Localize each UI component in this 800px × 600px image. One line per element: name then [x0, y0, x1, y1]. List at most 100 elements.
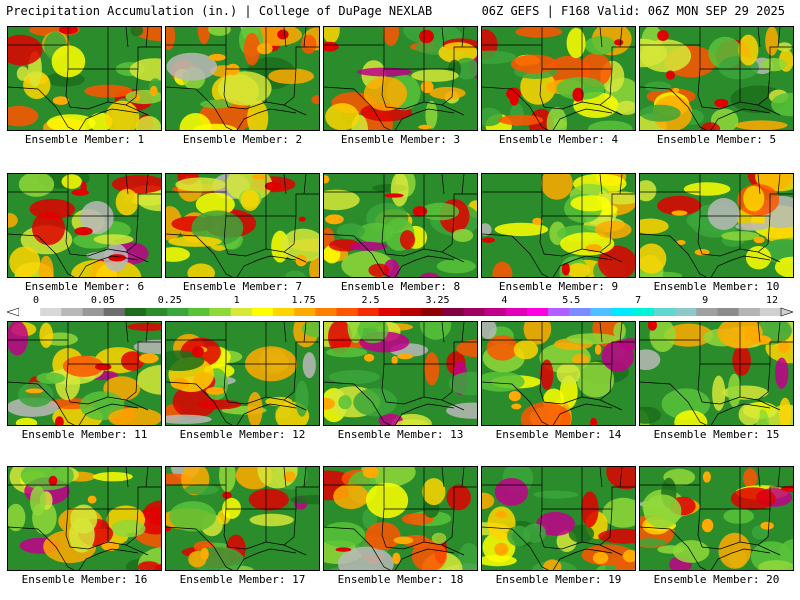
precip-map [165, 466, 320, 571]
colorbar-swatch [40, 308, 62, 316]
ensemble-member-label: Ensemble Member: 17 [179, 573, 306, 586]
colorbar-swatch [378, 308, 401, 316]
ensemble-member-label: Ensemble Member: 15 [653, 428, 780, 441]
colorbar-swatch [82, 308, 104, 316]
precip-map [7, 321, 162, 426]
state-borders [166, 174, 319, 277]
ensemble-member-label: Ensemble Member: 5 [656, 133, 777, 146]
ensemble-panel: Ensemble Member: 4 [481, 26, 636, 151]
colorbar-swatch [315, 308, 337, 316]
colorbar-swatch [590, 308, 612, 316]
precip-map [165, 26, 320, 131]
ensemble-panel: Ensemble Member: 6 [7, 173, 162, 298]
precip-map [639, 466, 794, 571]
colorbar-swatch [442, 308, 464, 316]
colorbar-tick-label: 9 [702, 295, 709, 306]
colorbar-tick-label: 12 [765, 295, 779, 306]
colorbar-swatch [103, 308, 126, 316]
precip-field [8, 467, 161, 570]
ensemble-member-label: Ensemble Member: 4 [498, 133, 619, 146]
state-borders [166, 322, 319, 425]
colorbar-swatch [357, 308, 380, 316]
ensemble-member-label: Ensemble Member: 9 [498, 280, 619, 293]
precip-field [640, 467, 793, 570]
ensemble-member-label: Ensemble Member: 11 [21, 428, 148, 441]
precip-map [323, 321, 478, 426]
colorbar-swatch [484, 308, 507, 316]
precip-map [7, 466, 162, 571]
panel-row: Ensemble Member: 6 Ensemble Member: 7 Ense… [7, 173, 795, 298]
precip-field [482, 322, 635, 425]
ensemble-panel: Ensemble Member: 16 [7, 466, 162, 591]
precip-field [482, 27, 635, 130]
colorbar-swatch [527, 308, 549, 316]
panel-row: Ensemble Member: 16 Ensemble Member: 17 En… [7, 466, 795, 591]
colorbar-swatch [548, 308, 570, 316]
precip-field [166, 467, 319, 570]
precip-map [323, 26, 478, 131]
colorbar-swatch [759, 308, 782, 316]
colorbar-tick-label: 7 [635, 295, 642, 306]
precip-field [482, 467, 635, 570]
ensemble-panel: Ensemble Member: 11 [7, 321, 162, 446]
ensemble-member-label: Ensemble Member: 14 [495, 428, 622, 441]
colorbar-swatch [505, 308, 528, 316]
precip-map [165, 173, 320, 278]
state-borders [482, 174, 635, 277]
ensemble-member-label: Ensemble Member: 7 [182, 280, 303, 293]
ensemble-member-label: Ensemble Member: 16 [21, 573, 148, 586]
ensemble-panel: Ensemble Member: 18 [323, 466, 478, 591]
precip-field [166, 174, 319, 277]
state-borders [324, 322, 477, 425]
precip-field [324, 467, 477, 570]
state-borders [640, 467, 793, 570]
state-borders [8, 467, 161, 570]
colorbar-arrow-right [780, 307, 793, 317]
state-borders [166, 27, 319, 130]
panel-row: Ensemble Member: 11 Ensemble Member: 12 En… [7, 321, 795, 446]
ensemble-panel: Ensemble Member: 5 [639, 26, 794, 151]
ensemble-member-label: Ensemble Member: 10 [653, 280, 780, 293]
precip-map [165, 321, 320, 426]
colorbar-swatch [463, 308, 485, 316]
precip-field [324, 27, 477, 130]
colorbar-swatch [717, 308, 739, 316]
ensemble-panel: Ensemble Member: 7 [165, 173, 320, 298]
state-borders [166, 467, 319, 570]
ensemble-member-label: Ensemble Member: 6 [24, 280, 145, 293]
colorbar: 0 0.05 0.25 1 1.75 2.5 3.25 4 5.5 7 9 12 [7, 295, 793, 318]
colorbar-swatch [400, 308, 422, 316]
precip-map [481, 321, 636, 426]
ensemble-member-label: Ensemble Member: 18 [337, 573, 464, 586]
colorbar-swatch [124, 308, 147, 316]
ensemble-member-label: Ensemble Member: 2 [182, 133, 303, 146]
ensemble-panel: Ensemble Member: 15 [639, 321, 794, 446]
colorbar-swatch [294, 308, 316, 316]
ensemble-panel: Ensemble Member: 13 [323, 321, 478, 446]
precip-field [8, 174, 161, 277]
colorbar-swatch [336, 308, 358, 316]
state-borders [640, 322, 793, 425]
colorbar-tick-label: 0.05 [90, 295, 115, 306]
precip-field [640, 174, 793, 277]
ensemble-panel: Ensemble Member: 8 [323, 173, 478, 298]
ensemble-member-label: Ensemble Member: 12 [179, 428, 306, 441]
state-borders [640, 174, 793, 277]
colorbar-tick-label: 1.75 [291, 295, 316, 306]
precip-map [7, 173, 162, 278]
colorbar-swatch [738, 308, 761, 316]
colorbar-swatch [632, 308, 655, 316]
colorbar-swatch [146, 308, 168, 316]
ensemble-panel: Ensemble Member: 12 [165, 321, 320, 446]
ensemble-panel: Ensemble Member: 14 [481, 321, 636, 446]
state-borders [482, 322, 635, 425]
colorbar-tick-label: 0.25 [157, 295, 182, 306]
precip-field [166, 322, 319, 425]
state-borders [324, 174, 477, 277]
colorbar-tick-label: 5.5 [562, 295, 581, 306]
colorbar-swatch [696, 308, 718, 316]
ensemble-panel: Ensemble Member: 10 [639, 173, 794, 298]
ensemble-member-label: Ensemble Member: 13 [337, 428, 464, 441]
state-borders [640, 27, 793, 130]
panel-row: Ensemble Member: 1 Ensemble Member: 2 Ense… [7, 26, 795, 151]
